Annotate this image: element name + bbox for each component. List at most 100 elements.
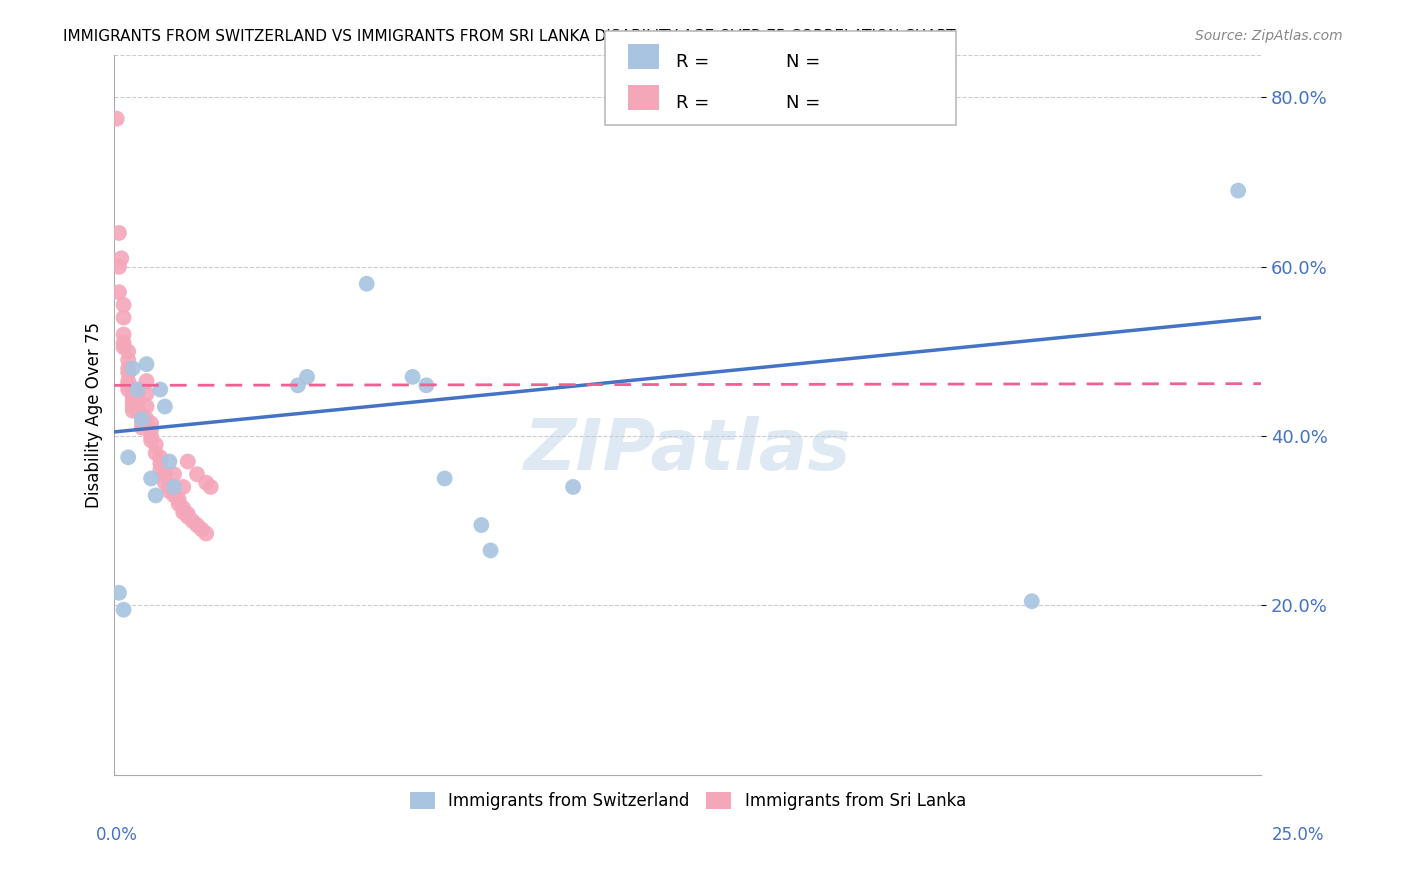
Point <box>153 467 176 482</box>
Point <box>172 505 194 519</box>
Point <box>479 543 502 558</box>
Point <box>112 603 135 617</box>
Text: N =: N = <box>786 53 825 70</box>
Point <box>135 386 157 401</box>
Point <box>108 285 131 300</box>
Point <box>172 480 194 494</box>
Point <box>153 400 176 414</box>
Point <box>149 450 172 465</box>
Point <box>127 400 149 414</box>
Point <box>159 454 181 468</box>
Point <box>108 260 131 274</box>
Point <box>112 336 135 351</box>
Point <box>181 514 204 528</box>
Point <box>163 480 186 494</box>
Point <box>149 383 172 397</box>
Point <box>131 412 153 426</box>
Point <box>149 456 172 470</box>
Point <box>135 357 157 371</box>
Point <box>470 518 492 533</box>
Point <box>159 480 181 494</box>
Point <box>186 467 208 482</box>
Point <box>139 429 162 443</box>
Point <box>131 408 153 422</box>
Point <box>167 497 190 511</box>
Point <box>121 361 143 376</box>
Point <box>117 378 139 392</box>
Point <box>121 403 143 417</box>
Point <box>131 412 153 426</box>
Point <box>117 374 139 388</box>
Point <box>295 370 318 384</box>
Point <box>121 400 143 414</box>
Point <box>112 310 135 325</box>
Point <box>145 488 167 502</box>
Point <box>195 526 218 541</box>
Text: R =: R = <box>676 53 716 70</box>
Point <box>108 586 131 600</box>
Point <box>131 420 153 434</box>
Text: 25.0%: 25.0% <box>1272 826 1324 844</box>
Point <box>195 475 218 490</box>
Point <box>121 395 143 409</box>
Point <box>108 226 131 240</box>
Text: Source: ZipAtlas.com: Source: ZipAtlas.com <box>1195 29 1343 43</box>
Point <box>167 492 190 507</box>
Point <box>159 484 181 499</box>
Point <box>121 395 143 409</box>
Point <box>139 471 162 485</box>
Point <box>145 446 167 460</box>
Point <box>117 344 139 359</box>
Point <box>562 480 585 494</box>
Text: R =: R = <box>676 94 716 112</box>
Text: ZIPatlas: ZIPatlas <box>524 417 852 485</box>
Point <box>105 112 128 126</box>
Point <box>163 467 186 482</box>
Y-axis label: Disability Age Over 75: Disability Age Over 75 <box>86 322 103 508</box>
Legend: Immigrants from Switzerland, Immigrants from Sri Lanka: Immigrants from Switzerland, Immigrants … <box>404 785 973 817</box>
Point <box>186 518 208 533</box>
Point <box>287 378 309 392</box>
Point <box>177 507 200 521</box>
Point <box>112 340 135 354</box>
Point <box>149 463 172 477</box>
Point <box>117 353 139 368</box>
Point <box>117 383 139 397</box>
Point <box>112 327 135 342</box>
Point <box>1227 184 1250 198</box>
Point <box>127 403 149 417</box>
Text: 0.0%: 0.0% <box>96 826 138 844</box>
Point <box>110 252 132 266</box>
Text: N =: N = <box>786 94 825 112</box>
Point <box>117 366 139 380</box>
Point <box>139 434 162 448</box>
Point <box>1021 594 1043 608</box>
Point <box>127 386 149 401</box>
Point <box>356 277 378 291</box>
Point <box>190 522 212 536</box>
Text: 0.260: 0.260 <box>713 53 769 70</box>
Point <box>172 501 194 516</box>
Point <box>177 454 200 468</box>
Point <box>127 383 149 397</box>
Point <box>139 417 162 431</box>
Point <box>127 391 149 405</box>
Point <box>127 383 149 397</box>
Point <box>117 450 139 465</box>
Point <box>153 475 176 490</box>
Point <box>177 509 200 524</box>
Point <box>401 370 423 384</box>
Point <box>112 298 135 312</box>
Text: 0.005: 0.005 <box>713 94 769 112</box>
Point <box>415 378 437 392</box>
Text: 67: 67 <box>823 94 848 112</box>
Point <box>135 374 157 388</box>
Point <box>127 395 149 409</box>
Text: 24: 24 <box>823 53 848 70</box>
Point <box>121 391 143 405</box>
Point <box>145 437 167 451</box>
Point <box>200 480 222 494</box>
Point <box>131 417 153 431</box>
Point <box>135 400 157 414</box>
Point <box>139 422 162 436</box>
